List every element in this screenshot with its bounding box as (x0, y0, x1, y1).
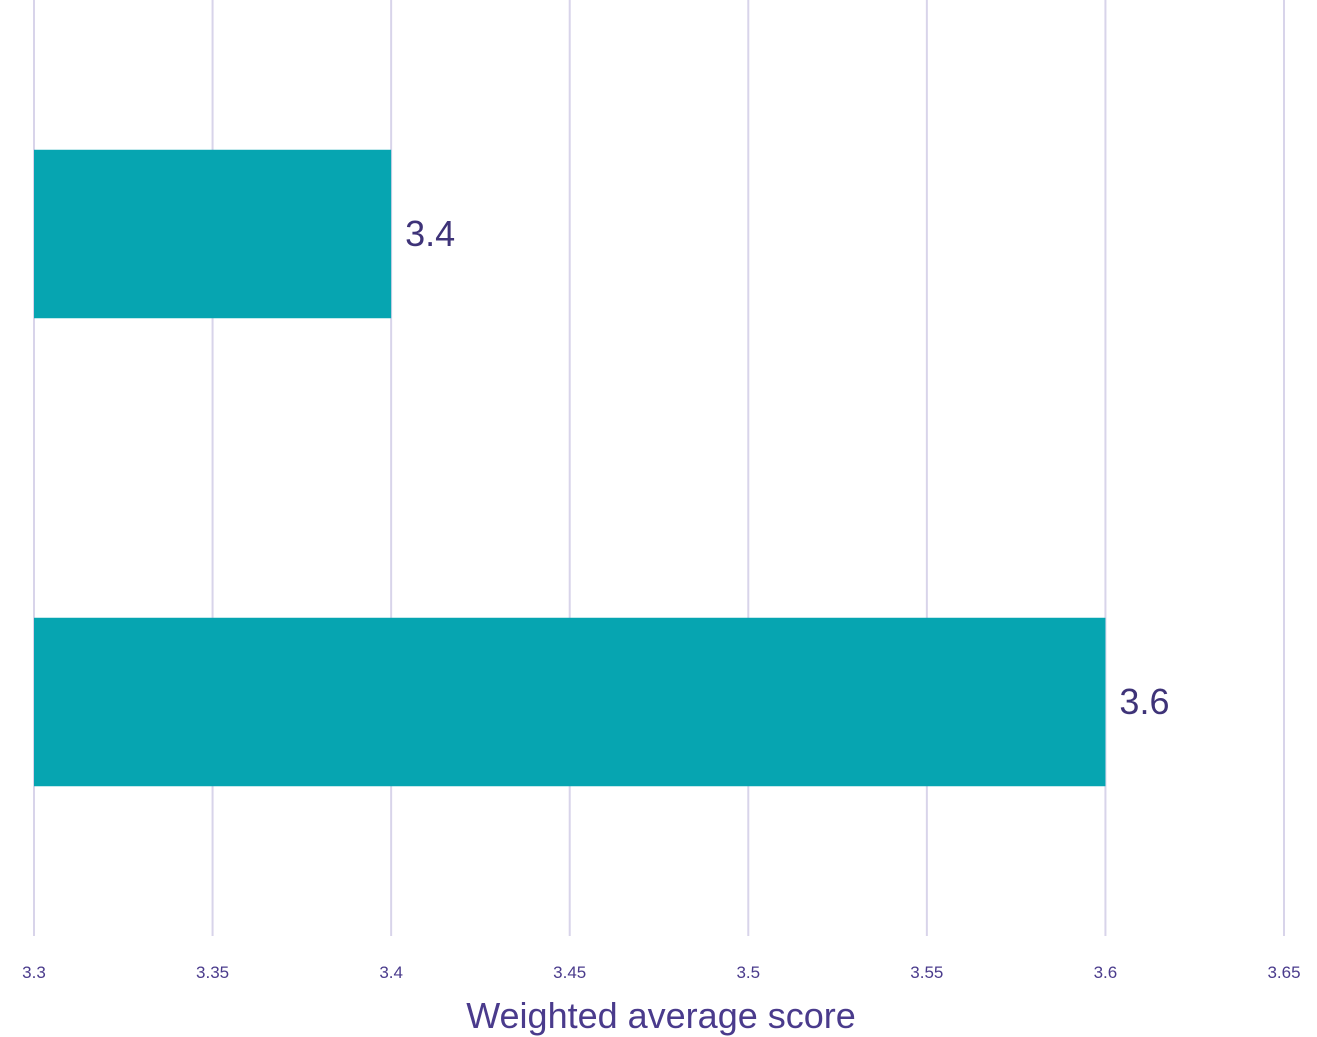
bar-value-label: 3.4 (405, 213, 455, 254)
x-tick-label: 3.55 (910, 963, 943, 982)
bars (34, 149, 1106, 787)
x-axis-title: Weighted average score (466, 995, 856, 1036)
bar (34, 149, 392, 319)
bar-value-label: 3.6 (1119, 681, 1169, 722)
x-tick-label: 3.4 (379, 963, 403, 982)
x-tick-label: 3.6 (1094, 963, 1118, 982)
x-tick-label: 3.65 (1267, 963, 1300, 982)
data-labels: 3.4 3.6 (405, 213, 1169, 722)
x-tick-label: 3.3 (22, 963, 46, 982)
x-tick-label: 3.35 (196, 963, 229, 982)
x-axis-ticks: 3.3 3.35 3.4 3.45 3.5 3.55 3.6 3.65 (22, 963, 1300, 982)
x-tick-label: 3.45 (553, 963, 586, 982)
bar (34, 617, 1106, 787)
gridlines (33, 0, 1285, 936)
x-tick-label: 3.5 (736, 963, 760, 982)
